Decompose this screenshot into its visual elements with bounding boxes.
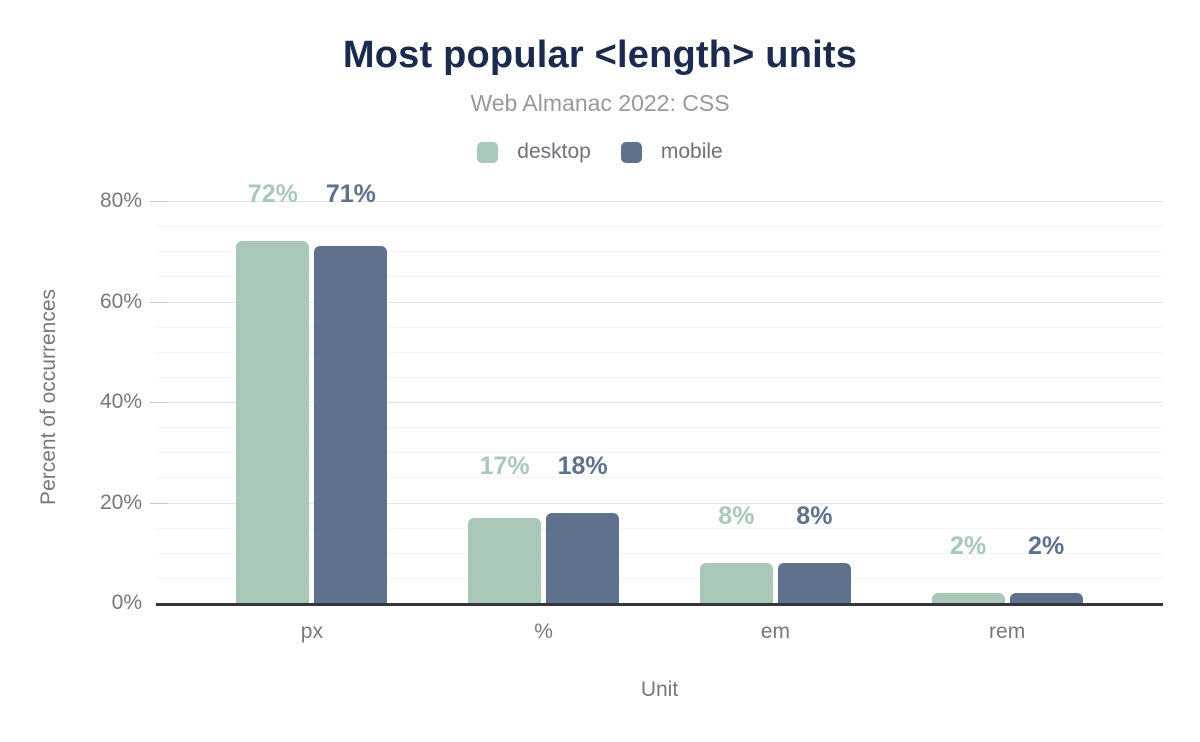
- value-label-desktop-em: 8%: [718, 501, 755, 530]
- value-label-mobile-rem: 2%: [1028, 531, 1065, 560]
- legend-item-mobile: mobile: [620, 140, 723, 164]
- minor-gridline: [156, 427, 1163, 429]
- y-axis-tick: [150, 502, 168, 504]
- x-tick-label-%: %: [534, 620, 553, 643]
- y-tick-label: 60%: [99, 289, 142, 313]
- major-gridline: [156, 402, 1163, 403]
- y-axis-tick: [150, 201, 168, 202]
- major-gridline: [156, 502, 1163, 504]
- plot-area: 0% 20% 40% 60% 80% 72% 71% px 17% 18%% 8% 8% em 2% 2% r…: [100, 180, 1163, 643]
- value-labels-%: 17% 18%: [468, 452, 619, 481]
- y-axis-tick: [150, 402, 168, 403]
- category-group-em: 8% 8% em: [660, 190, 892, 643]
- minor-gridline: [156, 351, 1163, 353]
- bar-desktop-rem: [931, 592, 1005, 603]
- y-tick-label: 0%: [111, 591, 142, 614]
- y-tick-label: 20%: [99, 490, 142, 514]
- minor-gridline: [156, 527, 1163, 529]
- minor-gridline: [156, 251, 1163, 253]
- chart-title: Most popular <length> units: [342, 34, 858, 76]
- major-gridline: [156, 301, 1163, 303]
- desktop-swatch-icon: [477, 141, 499, 163]
- value-label-desktop-px: 72%: [247, 180, 298, 209]
- x-tick-label-em: em: [760, 620, 790, 643]
- chart-header: Most popular <length> units Web Almanac …: [0, 0, 1200, 164]
- y-tick-label: 80%: [99, 189, 142, 212]
- legend-item-desktop: desktop: [477, 140, 591, 164]
- minor-gridline: [156, 326, 1163, 328]
- bar-mobile-em: [777, 562, 851, 603]
- value-label-desktop-rem: 2%: [950, 531, 987, 560]
- bar-mobile-px: [314, 246, 388, 603]
- category-group-%: 17% 18%%: [428, 190, 660, 643]
- chart-subtitle: Web Almanac 2022: CSS: [470, 90, 730, 116]
- minor-gridline: [156, 376, 1163, 378]
- category-group-rem: 2% 2% rem: [891, 190, 1123, 643]
- value-label-mobile-%: 18%: [557, 451, 608, 480]
- minor-gridline: [156, 226, 1163, 228]
- bar-mobile-%: [546, 512, 620, 603]
- minor-gridline: [156, 452, 1163, 454]
- legend-label-desktop: desktop: [517, 140, 591, 163]
- category-group-px: 72% 71% px: [196, 180, 428, 643]
- bar-desktop-%: [468, 517, 542, 603]
- bars-container: 72% 71% px 17% 18%% 8% 8% em 2% 2% rem: [156, 180, 1163, 643]
- value-label-mobile-px: 71%: [325, 180, 376, 209]
- bar-desktop-px: [236, 241, 310, 603]
- x-tick-label-px: px: [300, 620, 323, 643]
- minor-gridline: [156, 577, 1163, 579]
- major-gridline: [156, 201, 1163, 202]
- value-labels-em: 8% 8%: [700, 502, 851, 531]
- bar-desktop-em: [699, 562, 773, 603]
- x-axis-title: Unit: [640, 678, 679, 701]
- value-labels-px: 72% 71%: [236, 180, 387, 209]
- y-axis-title: Percent of occurrences: [34, 190, 64, 603]
- x-tick-label-rem: rem: [989, 620, 1026, 643]
- minor-gridline: [156, 276, 1163, 278]
- minor-gridline: [156, 477, 1163, 479]
- mobile-swatch-icon: [620, 141, 642, 163]
- bar-mobile-rem: [1009, 592, 1083, 603]
- y-tick-label: 40%: [99, 390, 142, 413]
- minor-gridline: [156, 552, 1163, 554]
- legend: desktop mobile: [0, 140, 1200, 164]
- legend-label-mobile: mobile: [660, 140, 723, 163]
- value-label-desktop-%: 17%: [479, 451, 530, 480]
- value-labels-rem: 2% 2%: [932, 532, 1083, 561]
- y-axis-title-text: Percent of occurrences: [37, 288, 60, 505]
- y-axis-tick: [150, 301, 168, 303]
- value-label-mobile-em: 8%: [796, 501, 833, 530]
